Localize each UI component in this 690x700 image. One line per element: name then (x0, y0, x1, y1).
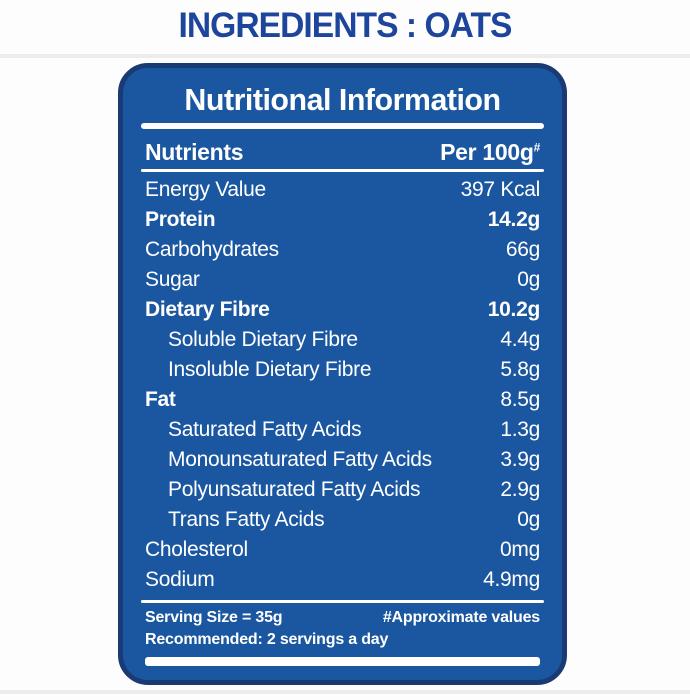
row-label: Soluble Dietary Fibre (168, 327, 358, 351)
per-100g-text: Per 100g (440, 139, 534, 165)
table-row: Soluble Dietary Fibre 4.4g (145, 329, 540, 350)
per-100g-column-header: Per 100g# (440, 139, 540, 166)
table-row: Energy Value 397 Kcal (145, 179, 540, 200)
row-value: 0g (517, 267, 540, 291)
table-row: Saturated Fatty Acids 1.3g (145, 419, 540, 440)
row-value: 0mg (500, 537, 540, 561)
row-label: Protein (145, 207, 216, 231)
row-value: 5.8g (500, 357, 540, 381)
row-label: Saturated Fatty Acids (168, 417, 362, 441)
nutrients-column-header: Nutrients (145, 139, 244, 165)
row-value: 66g (505, 237, 540, 261)
row-value: 0g (517, 507, 540, 531)
nutrition-card: Nutritional Information Nutrients Per 10… (118, 63, 567, 685)
footer-line-1: Serving Size = 35g #Approximate values (145, 609, 540, 627)
row-label: Polyunsaturated Fatty Acids (168, 477, 421, 501)
row-label: Monounsaturated Fatty Acids (168, 447, 432, 471)
table-row: Protein 14.2g (145, 209, 540, 230)
table-row: Monounsaturated Fatty Acids 3.9g (145, 449, 540, 470)
card-title: Nutritional Information (184, 82, 501, 117)
table-row: Carbohydrates 66g (145, 239, 540, 260)
table-row: Sodium 4.9mg (145, 569, 540, 590)
backdrop-line-bottom (0, 690, 690, 694)
row-value: 3.9g (500, 447, 540, 471)
row-label: Sodium (145, 567, 215, 591)
page-title: INGREDIENTS : OATS (178, 6, 512, 45)
table-row: Trans Fatty Acids 0g (145, 509, 540, 530)
recommended-note: Recommended: 2 servings a day (145, 631, 389, 648)
bottom-bar (145, 657, 540, 666)
row-label: Insoluble Dietary Fibre (168, 357, 372, 381)
serving-size-note: Serving Size = 35g (145, 609, 283, 626)
row-label: Carbohydrates (145, 237, 279, 261)
approx-marker: # (533, 140, 541, 155)
divider-above-footer (141, 600, 544, 603)
row-label: Cholesterol (145, 537, 248, 561)
table-row: Sugar 0g (145, 269, 540, 290)
row-value: 14.2g (487, 207, 541, 231)
column-header-row: Nutrients Per 100g# (145, 139, 540, 166)
table-row: Cholesterol 0mg (145, 539, 540, 560)
table-row: Fat 8.5g (145, 389, 540, 410)
row-value: 4.4g (500, 327, 540, 351)
table-row: Dietary Fibre 10.2g (145, 299, 540, 320)
backdrop-line-top (0, 54, 690, 58)
divider-under-columns (141, 169, 544, 172)
row-value: 2.9g (500, 477, 540, 501)
row-label: Fat (145, 387, 176, 411)
row-label: Energy Value (145, 177, 266, 201)
row-label: Trans Fatty Acids (168, 507, 325, 531)
nutrition-table: Energy Value 397 Kcal Protein 14.2g Carb… (145, 174, 540, 594)
row-value: 397 Kcal (460, 177, 541, 201)
row-label: Dietary Fibre (145, 297, 270, 321)
row-label: Sugar (145, 267, 200, 291)
table-row: Polyunsaturated Fatty Acids 2.9g (145, 479, 540, 500)
row-value: 10.2g (487, 297, 541, 321)
table-row: Insoluble Dietary Fibre 5.8g (145, 359, 540, 380)
row-value: 8.5g (500, 387, 540, 411)
approx-values-note: #Approximate values (382, 609, 540, 626)
row-value: 1.3g (500, 417, 540, 441)
row-value: 4.9mg (483, 567, 540, 591)
divider-under-title (141, 123, 544, 129)
